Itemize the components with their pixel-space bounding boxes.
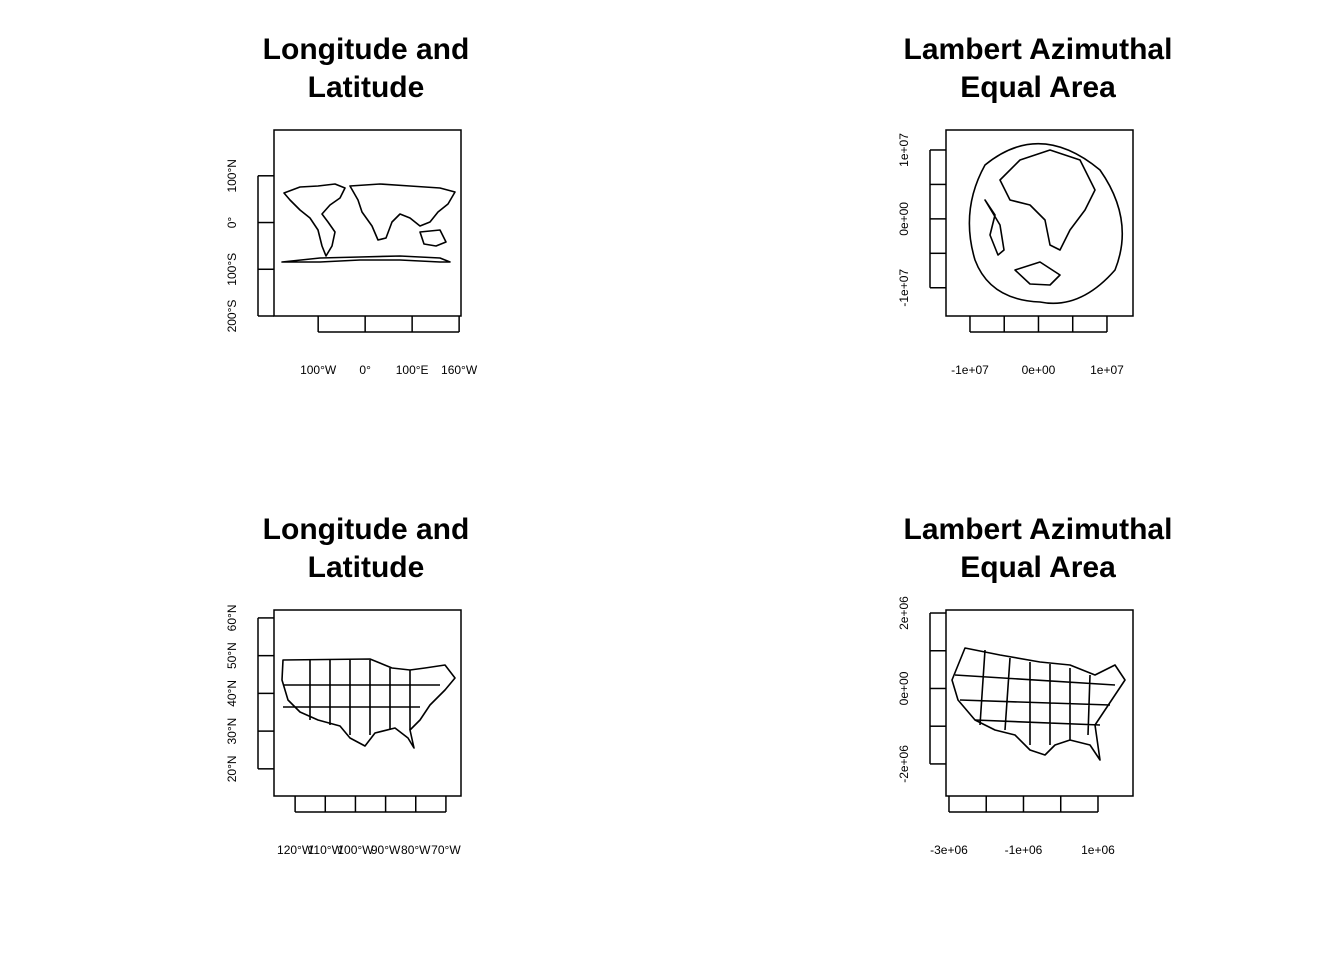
x-tick-label: -3e+06 <box>930 843 968 857</box>
y-tick-label: 1e+07 <box>897 133 911 167</box>
x-tick-label: 80°W <box>401 843 431 857</box>
plot-box <box>273 129 462 317</box>
x-tick-label: 160°W <box>441 363 478 377</box>
panel-title: Equal Area <box>960 551 1116 584</box>
x-tick-label: 100°W <box>300 363 337 377</box>
x-tick-label: 100°E <box>396 363 429 377</box>
y-tick-label: 100°S <box>225 253 239 286</box>
y-tick-label: 50°N <box>225 642 239 669</box>
y-tick-label: 0e+00 <box>897 202 911 236</box>
x-tick-label: 100°W <box>337 843 374 857</box>
y-tick-label: -2e+06 <box>897 745 911 783</box>
plot-box <box>945 609 1134 797</box>
x-tick-label: 1e+06 <box>1081 843 1115 857</box>
us-map <box>281 658 456 749</box>
panel-title: Equal Area <box>960 71 1116 104</box>
y-tick-label: 30°N <box>225 718 239 745</box>
y-tick-label: 60°N <box>225 605 239 632</box>
y-tick-label: 20°N <box>225 755 239 782</box>
plot-box <box>273 609 462 797</box>
y-tick-label: 100°N <box>225 159 239 193</box>
x-tick-label: 1e+07 <box>1090 363 1124 377</box>
x-tick-label: 70°W <box>431 843 461 857</box>
y-tick-label: 0e+00 <box>897 671 911 705</box>
world-map <box>281 183 456 263</box>
x-tick-label: -1e+06 <box>1005 843 1043 857</box>
y-tick-label: 2e+06 <box>897 596 911 630</box>
panel-title: Latitude <box>308 71 425 104</box>
panel-title: Lambert Azimuthal <box>904 513 1173 546</box>
y-tick-label: -1e+07 <box>897 269 911 307</box>
panel-title: Latitude <box>308 551 425 584</box>
panel-title: Longitude and <box>263 33 470 66</box>
x-tick-label: -1e+07 <box>951 363 989 377</box>
x-tick-label: 0° <box>359 363 371 377</box>
globe-map <box>968 142 1124 305</box>
plot-box <box>945 129 1134 317</box>
y-tick-label: 40°N <box>225 680 239 707</box>
panel-title: Longitude and <box>263 513 470 546</box>
x-tick-label: 0e+00 <box>1022 363 1056 377</box>
x-tick-label: 120°W <box>277 843 314 857</box>
us-lambert-map <box>951 647 1126 761</box>
x-tick-label: 90°W <box>371 843 401 857</box>
x-tick-label: 110°W <box>308 843 344 857</box>
y-tick-label: 200°S <box>225 300 239 333</box>
panel-title: Lambert Azimuthal <box>904 33 1173 66</box>
y-tick-label: 0° <box>225 217 239 229</box>
